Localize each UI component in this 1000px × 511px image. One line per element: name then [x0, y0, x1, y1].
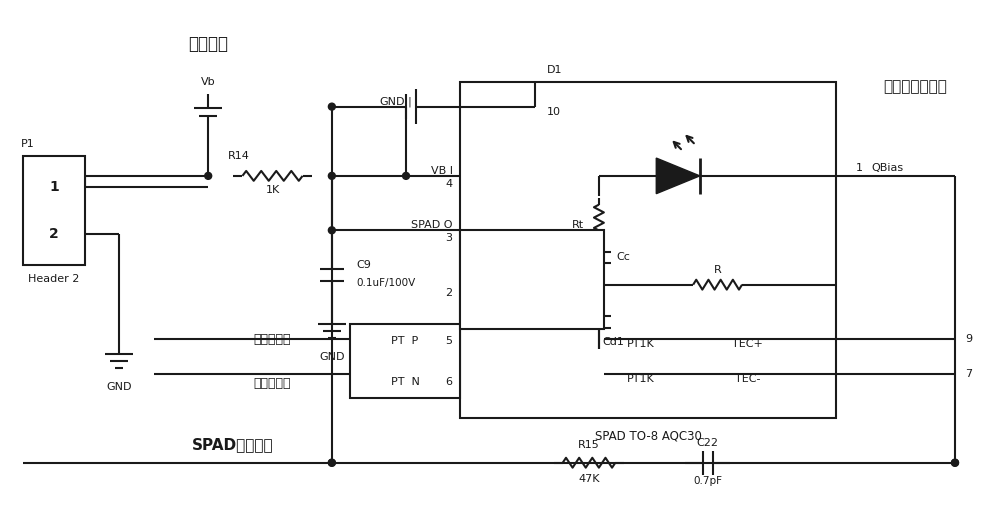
Text: 1K: 1K	[265, 184, 280, 195]
Text: C9: C9	[357, 260, 371, 270]
Text: SPAD产生信号: SPAD产生信号	[192, 437, 274, 452]
Text: SPAD TO-8 AQC30: SPAD TO-8 AQC30	[595, 430, 702, 443]
Text: 5: 5	[445, 336, 452, 346]
Text: 偏置电压: 偏置电压	[188, 35, 228, 53]
Text: 铂电阻阴极: 铂电阻阴极	[254, 377, 291, 390]
Text: 2: 2	[445, 288, 453, 297]
Text: P1: P1	[21, 139, 35, 149]
Text: 47K: 47K	[578, 474, 600, 483]
Text: PT  P: PT P	[391, 336, 419, 346]
Text: 6: 6	[445, 377, 452, 387]
Text: PT  N: PT N	[391, 377, 419, 387]
Text: PT1K: PT1K	[627, 339, 655, 349]
Text: Cd1: Cd1	[603, 337, 625, 346]
Text: 9: 9	[965, 334, 972, 344]
Text: GND·|: GND·|	[380, 97, 413, 107]
Bar	[460, 82, 836, 418]
Circle shape	[205, 172, 212, 179]
Circle shape	[952, 459, 958, 466]
Circle shape	[328, 172, 335, 179]
Bar	[350, 324, 460, 399]
Text: GND: GND	[319, 352, 345, 362]
Bar	[23, 156, 85, 265]
Circle shape	[403, 172, 409, 179]
Text: C22: C22	[697, 438, 719, 448]
Text: TEC-: TEC-	[735, 374, 760, 384]
Text: 3: 3	[446, 233, 453, 243]
Polygon shape	[656, 158, 700, 194]
Text: R14: R14	[228, 151, 250, 161]
Text: PT1K: PT1K	[627, 374, 655, 384]
Text: SPAD O: SPAD O	[411, 220, 453, 230]
Text: 1: 1	[856, 163, 863, 173]
Text: 0.1uF/100V: 0.1uF/100V	[357, 277, 416, 288]
Text: 4: 4	[445, 179, 453, 189]
Text: 2: 2	[49, 227, 59, 241]
Text: VB I: VB I	[431, 166, 453, 176]
Text: 1: 1	[49, 179, 59, 194]
Text: TEC+: TEC+	[732, 339, 763, 349]
Text: Dummy O  2: Dummy O 2	[497, 290, 567, 299]
Text: QBias: QBias	[871, 163, 903, 173]
Text: 0.7pF: 0.7pF	[693, 476, 722, 485]
Text: D1: D1	[547, 65, 562, 75]
Text: 铂电阻阳极: 铂电阻阳极	[254, 333, 291, 345]
Circle shape	[328, 227, 335, 234]
Circle shape	[952, 459, 958, 466]
Circle shape	[328, 103, 335, 110]
Text: GND: GND	[106, 382, 132, 391]
Text: R15: R15	[578, 440, 600, 450]
Circle shape	[328, 459, 335, 466]
Text: Header 2: Header 2	[28, 274, 80, 284]
Bar	[460, 230, 604, 329]
Text: 伪信号: 伪信号	[518, 258, 546, 272]
Text: 7: 7	[965, 369, 972, 379]
Text: Cc: Cc	[617, 252, 631, 263]
Text: 淬灭和复位信号: 淬灭和复位信号	[883, 79, 947, 95]
Circle shape	[328, 459, 335, 466]
Text: Rt: Rt	[572, 220, 584, 230]
Text: 10: 10	[546, 107, 560, 117]
Text: R: R	[714, 265, 721, 275]
Text: Vb: Vb	[201, 77, 216, 87]
